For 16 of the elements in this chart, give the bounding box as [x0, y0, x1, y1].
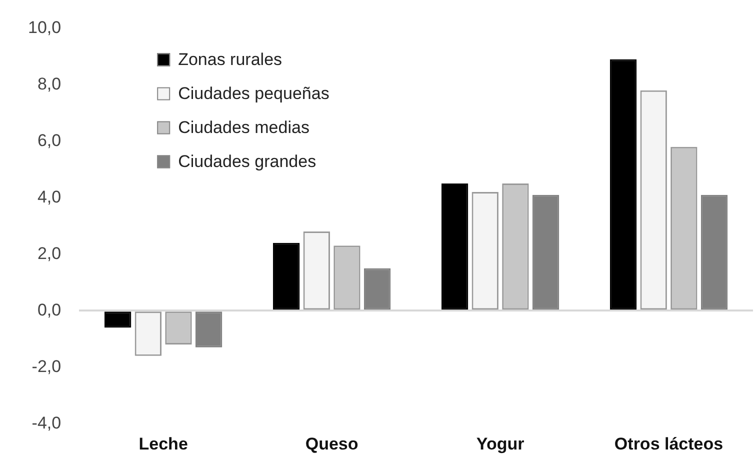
y-tick-label: -4,0: [32, 413, 62, 432]
legend-label: Ciudades grandes: [178, 152, 316, 171]
x-tick-label: Leche: [138, 434, 188, 454]
y-tick-label: 10,0: [28, 18, 62, 37]
y-tick-label: -2,0: [32, 356, 62, 376]
y-tick-label: 8,0: [37, 74, 62, 94]
x-tick-label: Queso: [305, 434, 358, 454]
y-tick-label: 6,0: [37, 130, 62, 150]
x-tick-label: Yogur: [476, 434, 525, 454]
legend-label: Ciudades medias: [178, 118, 310, 137]
y-tick-label: 2,0: [37, 244, 62, 263]
y-tick-label: 0,0: [37, 300, 62, 320]
y-tick-label: 4,0: [37, 187, 62, 206]
x-tick-label: Otros lácteos: [614, 434, 724, 454]
legend-label: Zonas rurales: [178, 50, 282, 69]
legend-label: Ciudades pequeñas: [178, 84, 330, 103]
